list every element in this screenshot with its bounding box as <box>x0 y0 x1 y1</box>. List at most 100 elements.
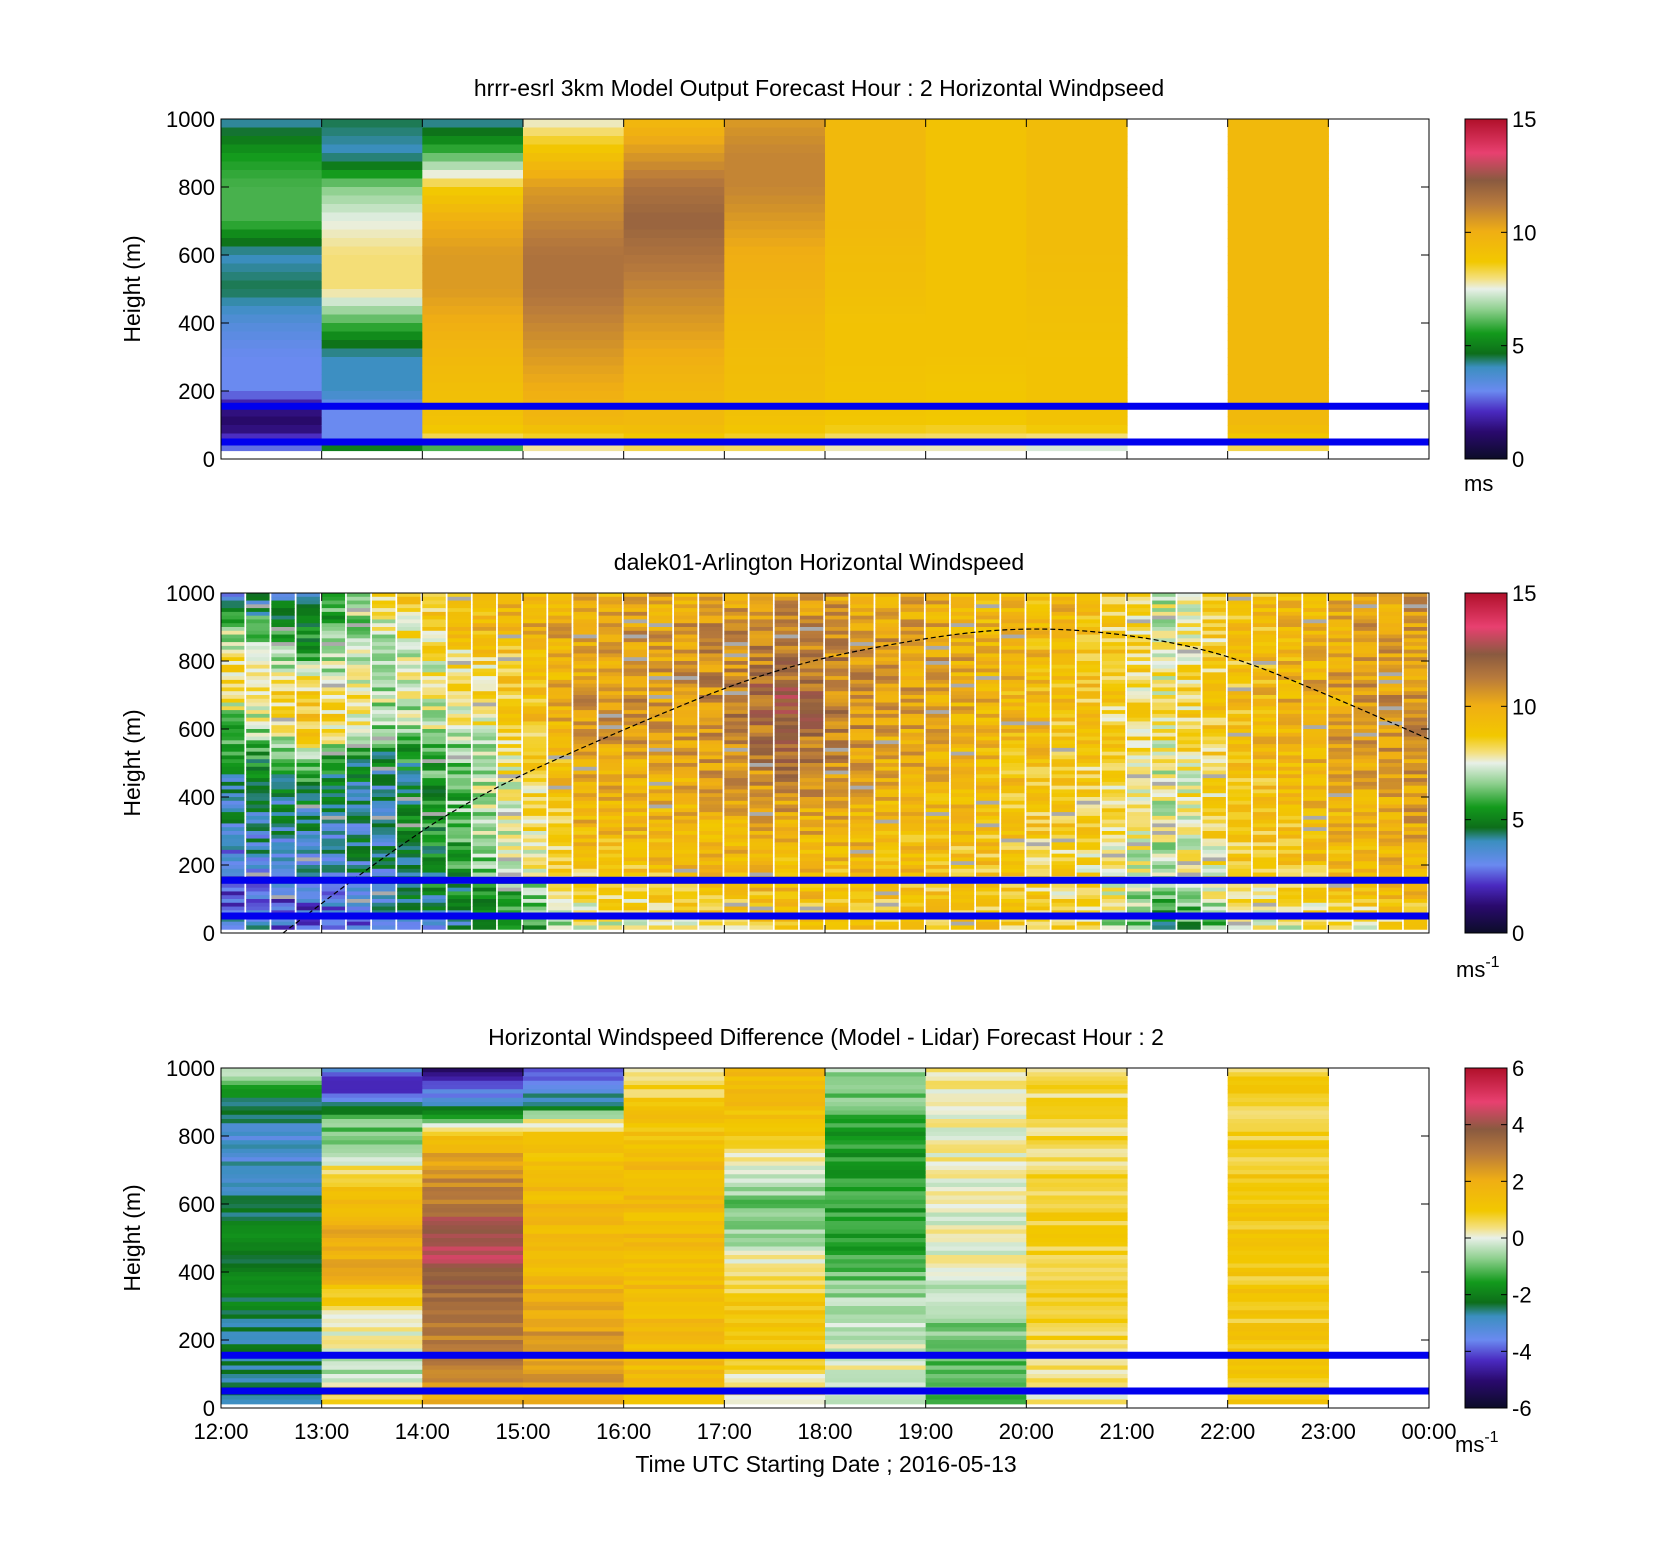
heatmap-cell <box>497 789 522 794</box>
heatmap-cell <box>321 906 346 911</box>
heatmap-cell <box>1202 661 1226 666</box>
heatmap-cell <box>925 593 950 598</box>
heatmap-cell <box>1001 763 1025 768</box>
heatmap-cell <box>472 615 497 620</box>
heatmap-cell <box>1051 857 1075 862</box>
heatmap-cell <box>1001 630 1025 636</box>
heatmap-cell <box>749 630 773 636</box>
heatmap-cell <box>271 683 295 688</box>
heatmap-cell <box>950 608 975 613</box>
heatmap-cell <box>1378 744 1403 749</box>
heatmap-cell <box>925 800 950 806</box>
heatmap-cell <box>825 789 849 794</box>
heatmap-cell <box>372 921 396 926</box>
heatmap-cell <box>1378 661 1403 666</box>
heatmap-cell <box>1152 872 1176 877</box>
heatmap-cell <box>221 1195 323 1201</box>
heatmap-cell <box>1278 729 1302 734</box>
heatmap-cell <box>699 800 723 806</box>
heatmap-cell <box>321 921 346 926</box>
heatmap-cell <box>523 804 547 809</box>
heatmap-cell <box>321 887 346 892</box>
heatmap-cell <box>573 770 597 775</box>
heatmap-cell <box>825 676 849 681</box>
heatmap-cell <box>925 280 1027 290</box>
heatmap-cell <box>774 634 799 639</box>
heatmap-cell <box>1202 853 1226 858</box>
heatmap-cell <box>900 759 924 764</box>
heatmap-cell <box>221 442 323 452</box>
heatmap-cell <box>397 849 421 855</box>
heatmap-cell <box>1001 604 1025 609</box>
heatmap-cell <box>422 136 524 146</box>
heatmap-cell <box>422 778 446 783</box>
heatmap-cell <box>648 872 673 877</box>
heatmap-cell <box>724 615 748 620</box>
heatmap-cell <box>598 619 622 624</box>
heatmap-cell <box>573 698 597 704</box>
heatmap-cell <box>875 725 899 730</box>
heatmap-cell <box>573 895 597 900</box>
heatmap-cell <box>1353 868 1377 874</box>
heatmap-cell <box>548 815 572 821</box>
heatmap-cell <box>623 668 648 673</box>
y-tick-label: 200 <box>178 853 215 878</box>
heatmap-cell <box>976 925 1000 930</box>
heatmap-cell <box>1101 755 1126 760</box>
heatmap-cell <box>825 778 849 783</box>
heatmap-cell <box>1051 759 1075 764</box>
heatmap-cell <box>221 144 323 154</box>
heatmap-cell <box>648 857 673 862</box>
heatmap-cell <box>1076 793 1101 798</box>
heatmap-cell <box>523 891 547 896</box>
heatmap-cell <box>825 808 849 813</box>
heatmap-cell <box>699 781 723 787</box>
heatmap-cell <box>221 1085 323 1090</box>
y-tick-label: 0 <box>203 921 215 946</box>
heatmap-cell <box>523 668 547 673</box>
heatmap-cell <box>321 1170 423 1175</box>
heatmap-cell <box>598 759 622 764</box>
heatmap-cell <box>1127 744 1151 749</box>
heatmap-cell <box>1051 615 1075 620</box>
heatmap-cell <box>372 774 396 779</box>
heatmap-cell <box>1001 702 1025 707</box>
heatmap-cell <box>1252 687 1277 692</box>
heatmap-cell <box>1177 804 1201 809</box>
heatmap-cell <box>548 706 572 711</box>
heatmap-cell <box>925 721 950 726</box>
heatmap-cell <box>699 751 723 756</box>
heatmap-cell <box>1152 793 1176 798</box>
heatmap-cell <box>397 755 421 760</box>
heatmap-cell <box>321 255 423 265</box>
heatmap-cell <box>372 657 396 662</box>
heatmap-cell <box>950 868 975 874</box>
heatmap-cell <box>422 891 446 896</box>
heatmap-cell <box>321 683 346 688</box>
heatmap-cell <box>1227 623 1252 628</box>
heatmap-cell <box>799 887 824 892</box>
heatmap-cell <box>976 789 1000 794</box>
heatmap-cell <box>548 740 572 745</box>
heatmap-cell <box>1202 736 1226 741</box>
heatmap-cell <box>774 638 799 643</box>
heatmap-cell <box>976 785 1000 790</box>
heatmap-cell <box>1051 921 1075 926</box>
heatmap-cell <box>372 710 396 715</box>
heatmap-cell <box>321 611 346 617</box>
heatmap-cell <box>1076 827 1101 832</box>
heatmap-cell <box>925 289 1027 299</box>
heatmap-cell <box>1152 740 1176 745</box>
heatmap-cell <box>825 153 927 163</box>
heatmap-cell <box>1076 593 1101 598</box>
heatmap-cell <box>321 713 346 719</box>
heatmap-cell <box>422 1195 524 1201</box>
colorbar-tick-label: 10 <box>1512 694 1536 719</box>
heatmap-cell <box>1202 887 1226 892</box>
heatmap-cell <box>296 702 320 707</box>
heatmap-cell <box>1353 740 1377 745</box>
heatmap-cell <box>1403 736 1428 741</box>
heatmap-cell <box>724 902 748 908</box>
heatmap-cell <box>875 774 899 779</box>
heatmap-cell <box>875 679 899 685</box>
